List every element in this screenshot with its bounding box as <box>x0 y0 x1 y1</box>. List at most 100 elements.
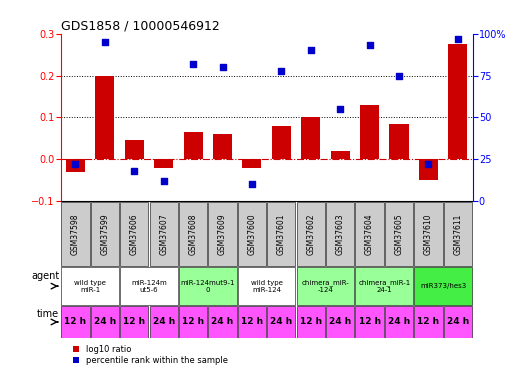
Point <box>454 36 462 42</box>
FancyBboxPatch shape <box>444 306 472 338</box>
Bar <box>213 134 232 159</box>
Text: 24 h: 24 h <box>211 318 233 327</box>
FancyBboxPatch shape <box>238 267 296 305</box>
FancyBboxPatch shape <box>444 202 472 266</box>
Text: GSM37609: GSM37609 <box>218 213 227 255</box>
Text: time: time <box>37 309 59 319</box>
FancyBboxPatch shape <box>149 306 178 338</box>
FancyBboxPatch shape <box>120 267 178 305</box>
Text: GSM37608: GSM37608 <box>188 213 197 255</box>
Bar <box>272 126 291 159</box>
Point <box>71 161 80 167</box>
Bar <box>66 159 85 172</box>
Bar <box>125 140 144 159</box>
Point <box>277 68 286 74</box>
FancyBboxPatch shape <box>385 202 413 266</box>
Bar <box>360 105 379 159</box>
FancyBboxPatch shape <box>61 202 90 266</box>
Text: 12 h: 12 h <box>241 318 263 327</box>
Bar <box>419 159 438 180</box>
Text: GSM37604: GSM37604 <box>365 213 374 255</box>
Text: 24 h: 24 h <box>329 318 351 327</box>
Legend: log10 ratio, percentile rank within the sample: log10 ratio, percentile rank within the … <box>73 345 228 364</box>
Text: GDS1858 / 10000546912: GDS1858 / 10000546912 <box>61 20 220 33</box>
Bar <box>184 132 203 159</box>
Text: GSM37600: GSM37600 <box>248 213 257 255</box>
Text: 24 h: 24 h <box>153 318 175 327</box>
FancyBboxPatch shape <box>414 202 442 266</box>
Text: wild type
miR-124: wild type miR-124 <box>251 280 282 292</box>
Text: GSM37611: GSM37611 <box>454 213 463 255</box>
FancyBboxPatch shape <box>297 202 325 266</box>
Point <box>189 61 197 67</box>
Point <box>159 178 168 184</box>
FancyBboxPatch shape <box>267 306 296 338</box>
Text: GSM37610: GSM37610 <box>424 213 433 255</box>
Text: 12 h: 12 h <box>123 318 145 327</box>
Text: miR-124m
ut5-6: miR-124m ut5-6 <box>131 280 167 292</box>
Text: miR-124mut9-1
0: miR-124mut9-1 0 <box>181 280 235 292</box>
Point <box>336 106 344 112</box>
Text: 12 h: 12 h <box>359 318 381 327</box>
Text: GSM37598: GSM37598 <box>71 213 80 255</box>
Text: miR373/hes3: miR373/hes3 <box>420 283 466 289</box>
Point <box>307 48 315 54</box>
FancyBboxPatch shape <box>385 306 413 338</box>
FancyBboxPatch shape <box>238 202 266 266</box>
FancyBboxPatch shape <box>179 306 207 338</box>
FancyBboxPatch shape <box>297 306 325 338</box>
FancyBboxPatch shape <box>120 202 148 266</box>
Bar <box>331 151 350 159</box>
FancyBboxPatch shape <box>179 267 237 305</box>
Text: chimera_miR-
-124: chimera_miR- -124 <box>301 279 350 293</box>
Text: GSM37602: GSM37602 <box>306 213 315 255</box>
Text: 12 h: 12 h <box>300 318 322 327</box>
Point <box>101 39 109 45</box>
Bar <box>390 124 409 159</box>
FancyBboxPatch shape <box>414 306 442 338</box>
FancyBboxPatch shape <box>91 202 119 266</box>
FancyBboxPatch shape <box>179 202 207 266</box>
FancyBboxPatch shape <box>355 202 384 266</box>
FancyBboxPatch shape <box>267 202 296 266</box>
FancyBboxPatch shape <box>61 306 90 338</box>
Text: 24 h: 24 h <box>388 318 410 327</box>
FancyBboxPatch shape <box>209 306 237 338</box>
Text: GSM37605: GSM37605 <box>394 213 403 255</box>
Text: GSM37607: GSM37607 <box>159 213 168 255</box>
FancyBboxPatch shape <box>355 306 384 338</box>
FancyBboxPatch shape <box>120 306 148 338</box>
FancyBboxPatch shape <box>149 202 178 266</box>
Bar <box>95 76 115 159</box>
Text: chimera_miR-1
24-1: chimera_miR-1 24-1 <box>358 279 410 293</box>
FancyBboxPatch shape <box>238 306 266 338</box>
Text: 12 h: 12 h <box>64 318 87 327</box>
Bar <box>448 44 467 159</box>
FancyBboxPatch shape <box>355 267 413 305</box>
Text: GSM37603: GSM37603 <box>336 213 345 255</box>
Text: 24 h: 24 h <box>94 318 116 327</box>
Bar <box>242 159 261 168</box>
FancyBboxPatch shape <box>326 306 354 338</box>
FancyBboxPatch shape <box>91 306 119 338</box>
Point <box>248 181 256 187</box>
Point <box>424 161 432 167</box>
Bar <box>301 117 320 159</box>
Point <box>218 64 227 70</box>
Text: 24 h: 24 h <box>270 318 293 327</box>
Point <box>365 42 374 48</box>
Text: 24 h: 24 h <box>447 318 469 327</box>
FancyBboxPatch shape <box>209 202 237 266</box>
FancyBboxPatch shape <box>414 267 472 305</box>
Text: GSM37601: GSM37601 <box>277 213 286 255</box>
Text: GSM37599: GSM37599 <box>100 213 109 255</box>
FancyBboxPatch shape <box>297 267 354 305</box>
Point <box>130 168 138 174</box>
Text: 12 h: 12 h <box>182 318 204 327</box>
Point <box>395 73 403 79</box>
FancyBboxPatch shape <box>61 267 119 305</box>
FancyBboxPatch shape <box>326 202 354 266</box>
Text: GSM37606: GSM37606 <box>130 213 139 255</box>
Text: 12 h: 12 h <box>417 318 439 327</box>
Text: wild type
miR-1: wild type miR-1 <box>74 280 106 292</box>
